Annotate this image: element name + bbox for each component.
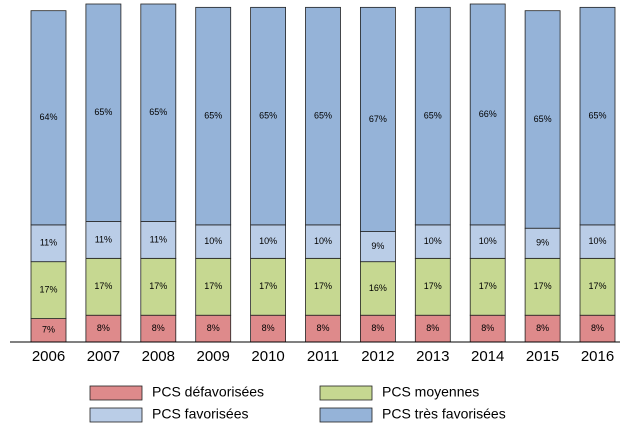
bar-segment <box>579 314 616 343</box>
bar-segment <box>250 314 287 343</box>
x-tick-label: 2013 <box>416 348 449 365</box>
x-tick-label: 2007 <box>87 348 120 365</box>
value-label: 10% <box>204 236 222 246</box>
value-label: 66% <box>479 109 497 119</box>
value-label: 8% <box>97 323 110 333</box>
bar-segment <box>250 6 287 226</box>
value-label: 8% <box>536 323 549 333</box>
value-label: 17% <box>39 285 57 295</box>
bar-segment <box>85 257 122 316</box>
value-label: 17% <box>424 281 442 291</box>
value-label: 65% <box>94 107 112 117</box>
x-tick-label: 2016 <box>581 348 614 365</box>
value-label: 9% <box>536 238 549 248</box>
legend-swatch <box>319 407 373 423</box>
value-label: 11% <box>150 234 167 244</box>
value-label: 65% <box>149 107 167 117</box>
x-tick-label: 2014 <box>471 348 504 365</box>
bar-segment <box>579 6 616 226</box>
bar-segment <box>195 6 232 226</box>
bar-segment <box>579 224 616 259</box>
bar-segment <box>524 10 561 229</box>
value-label: 8% <box>207 323 220 333</box>
value-label: 17% <box>259 281 277 291</box>
value-label: 11% <box>95 234 112 244</box>
legend-label: PCS moyennes <box>382 384 479 400</box>
value-label: 65% <box>259 110 277 120</box>
value-label: 65% <box>314 110 332 120</box>
value-label: 65% <box>424 110 442 120</box>
bar-segment <box>30 261 67 319</box>
value-label: 8% <box>591 323 604 333</box>
x-tick-label: 2010 <box>251 348 284 365</box>
value-label: 8% <box>262 323 275 333</box>
bar-segment <box>305 6 341 226</box>
value-label: 10% <box>588 236 606 246</box>
value-label: 10% <box>314 236 332 246</box>
legend-swatch <box>319 385 373 401</box>
bar-segment <box>524 257 561 316</box>
value-label: 10% <box>259 236 277 246</box>
value-label: 11% <box>40 238 57 248</box>
bar-segment <box>195 314 232 343</box>
value-label: 65% <box>588 110 606 120</box>
value-label: 8% <box>481 323 494 333</box>
bar-segment <box>140 314 177 343</box>
x-tick-label: 2008 <box>142 348 175 365</box>
value-label: 65% <box>204 110 222 120</box>
value-label: 9% <box>371 241 384 251</box>
bar-segment <box>524 227 561 259</box>
x-tick-label: 2011 <box>307 348 339 365</box>
x-tick-label: 2012 <box>361 348 394 365</box>
value-label: 8% <box>426 323 439 333</box>
legend-label: PCS favorisées <box>152 406 248 422</box>
bar-segment <box>30 10 67 226</box>
value-label: 8% <box>152 323 165 333</box>
bar-segment <box>469 257 506 316</box>
bar-segment <box>414 314 451 343</box>
bar-segment <box>469 3 506 226</box>
bar-segment <box>140 257 177 316</box>
x-tick-label: 2006 <box>32 348 65 365</box>
value-label: 17% <box>479 281 497 291</box>
value-label: 67% <box>369 114 387 124</box>
legend-label: PCS défavorisées <box>152 384 264 400</box>
bar-segment <box>250 257 287 316</box>
value-label: 17% <box>204 281 222 291</box>
value-label: 10% <box>424 236 442 246</box>
x-tick-label: 2009 <box>197 348 230 365</box>
value-label: 17% <box>534 281 552 291</box>
bar-segment <box>305 314 341 343</box>
legend-swatch <box>89 407 143 423</box>
value-label: 17% <box>588 281 606 291</box>
bar-segment <box>359 314 396 343</box>
bar-segment <box>250 224 287 259</box>
value-label: 17% <box>314 281 332 291</box>
bar-segment <box>359 6 396 232</box>
value-label: 7% <box>42 325 55 335</box>
bar-segment <box>140 3 177 222</box>
value-label: 8% <box>316 323 329 333</box>
bar-segment <box>359 231 396 263</box>
bar-segment <box>85 3 122 222</box>
value-label: 8% <box>371 323 384 333</box>
value-label: 10% <box>479 236 497 246</box>
bar-segment <box>469 314 506 343</box>
value-label: 65% <box>534 114 552 124</box>
value-label: 16% <box>369 283 387 293</box>
bar-segment <box>305 224 341 259</box>
bar-segment <box>414 6 451 226</box>
x-tick-label: 2015 <box>526 348 559 365</box>
legend-label: PCS très favorisées <box>382 406 506 422</box>
bar-segment <box>469 224 506 259</box>
bar-segment <box>414 257 451 316</box>
value-label: 64% <box>39 112 57 122</box>
value-label: 17% <box>149 281 167 291</box>
bar-segment <box>85 221 122 259</box>
bar-segment <box>195 257 232 316</box>
value-label: 17% <box>94 281 112 291</box>
legend-swatch <box>89 385 143 401</box>
